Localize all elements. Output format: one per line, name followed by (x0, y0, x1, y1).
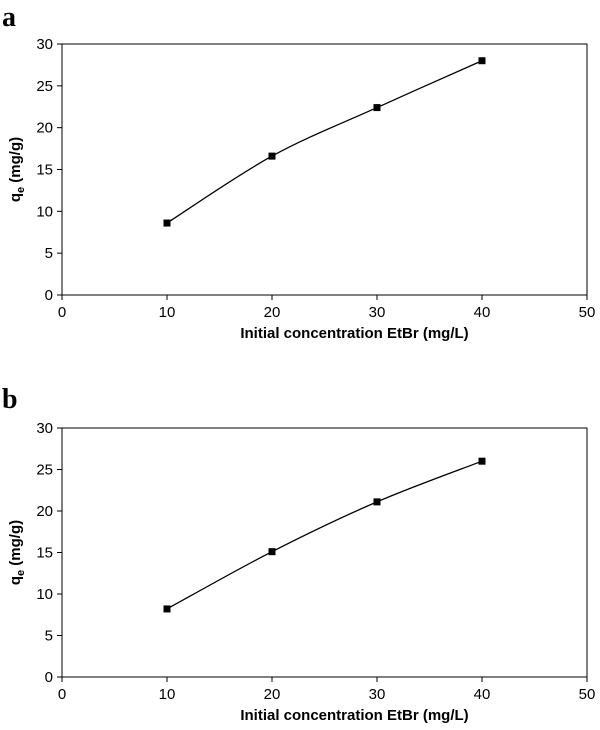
x-tick-label: 0 (58, 686, 66, 703)
panel-letter-b: b (2, 384, 18, 415)
data-point-marker (478, 457, 486, 465)
data-point-marker (268, 152, 276, 160)
x-tick-label: 30 (369, 686, 386, 703)
plot-frame-b (61, 427, 588, 678)
x-tick-label: 40 (474, 686, 491, 703)
data-point-marker (478, 57, 486, 65)
y-tick-label: 10 (36, 586, 53, 603)
y-axis-title: qe (mg/g) (7, 137, 27, 202)
x-axis-title: Initial concentration EtBr (mg/L) (240, 707, 468, 724)
x-tick-label: 40 (474, 304, 491, 321)
data-point-marker (163, 605, 171, 613)
y-tick-label: 30 (36, 420, 53, 437)
series-line-a (166, 60, 483, 224)
y-tick-label: 20 (36, 120, 53, 137)
data-point-marker (373, 498, 381, 506)
x-tick-label: 50 (579, 304, 596, 321)
x-tick-label: 50 (579, 686, 596, 703)
series-line-b (166, 460, 483, 610)
y-tick-label: 15 (36, 545, 53, 562)
panel-letter-a: a (2, 2, 16, 33)
y-tick-label: 15 (36, 162, 53, 179)
y-axis-title: qe (mg/g) (7, 520, 27, 585)
y-tick-label: 5 (45, 245, 53, 262)
y-tick-label: 20 (36, 503, 53, 520)
chart-a: 0 5 10 15 20 25 30 0 10 20 30 40 50 Initial concentra… (7, 36, 595, 342)
plot-frame-a (61, 43, 588, 296)
chart-b: 0 5 10 15 20 25 30 0 10 20 30 40 50 Initial concentra… (7, 420, 595, 724)
x-tick-label: 0 (58, 304, 66, 321)
data-point-marker (163, 219, 171, 227)
x-tick-label: 30 (369, 304, 386, 321)
x-tick-label: 10 (159, 686, 176, 703)
x-tick-label: 20 (264, 304, 281, 321)
y-tick-label: 30 (36, 36, 53, 53)
y-tick-label: 10 (36, 203, 53, 220)
y-tick-label: 0 (45, 287, 53, 304)
y-tick-label: 5 (45, 628, 53, 645)
y-tick-label: 0 (45, 669, 53, 686)
data-point-marker (268, 548, 276, 556)
data-point-marker (373, 104, 381, 112)
x-tick-label: 20 (264, 686, 281, 703)
y-tick-label: 25 (36, 462, 53, 479)
x-axis-title: Initial concentration EtBr (mg/L) (240, 325, 468, 342)
x-tick-label: 10 (159, 304, 176, 321)
y-tick-label: 25 (36, 78, 53, 95)
